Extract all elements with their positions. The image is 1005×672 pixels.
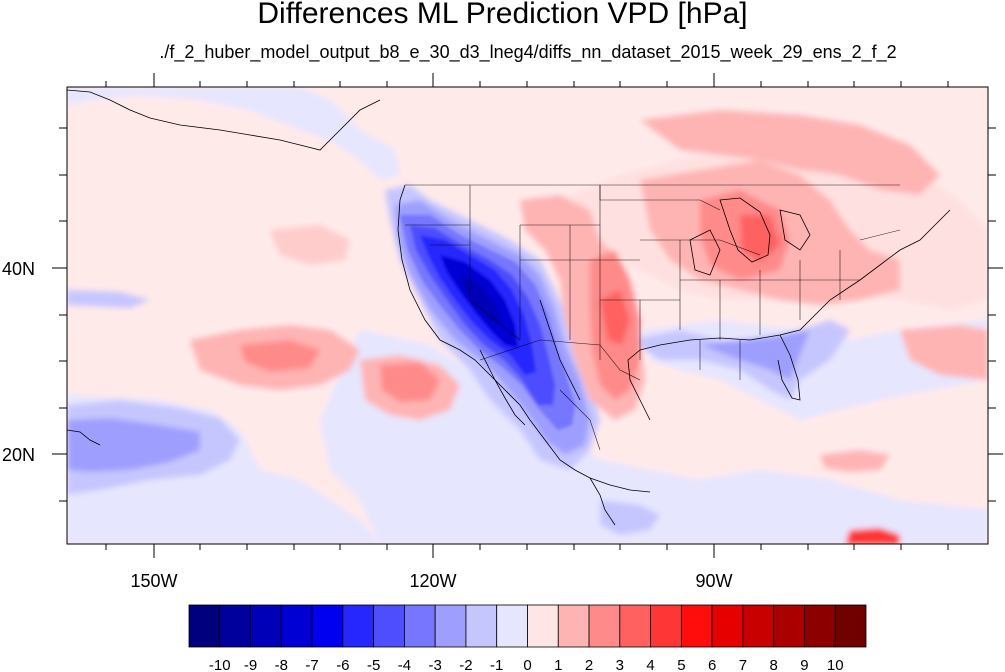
colorbar-swatch [742, 604, 775, 648]
colorbar-label: 10 [827, 657, 844, 672]
colorbar-label: -1 [490, 657, 503, 672]
colorbar-label: -6 [336, 657, 349, 672]
colorbar-swatch [280, 604, 313, 648]
colorbar-swatch [557, 604, 590, 648]
colorbar-swatch [804, 604, 836, 648]
map-title: Differences ML Prediction VPD [hPa] [257, 0, 748, 30]
lon-label-120w: 120W [409, 571, 456, 591]
lon-label-90w: 90W [695, 571, 732, 591]
lat-label-20n: 20N [2, 445, 35, 465]
colorbar-label: 6 [708, 657, 716, 672]
colorbar-swatch [219, 604, 251, 648]
colorbar-label: -2 [459, 657, 472, 672]
colorbar-label: 2 [585, 657, 593, 672]
colorbar-swatch [711, 604, 744, 648]
colorbar-swatch [404, 604, 436, 648]
coastlines [67, 89, 951, 526]
colorbar-swatch [373, 604, 405, 648]
lat-label-40n: 40N [2, 259, 35, 279]
colorbar-swatch [250, 604, 282, 648]
colorbar-swatch [342, 604, 375, 648]
colorbar-swatch [619, 604, 651, 648]
colorbar-label: -7 [305, 657, 318, 672]
longitude-labels: 150W 120W 90W [130, 571, 732, 591]
colorbar-label: -4 [398, 657, 411, 672]
colorbar-label: 5 [677, 657, 685, 672]
political-borders [405, 184, 901, 451]
colorbar-label: 3 [616, 657, 624, 672]
colorbar-label: -8 [275, 657, 288, 672]
colorbar-swatch [527, 604, 559, 648]
colorbar-label: 7 [739, 657, 747, 672]
colorbar-swatch [188, 604, 221, 648]
colorbar-label: -3 [429, 657, 442, 672]
colorbar-label: -9 [244, 657, 257, 672]
colorbar-label: -10 [209, 657, 231, 672]
lon-label-150w: 150W [130, 571, 177, 591]
colorbar-swatch [434, 604, 467, 648]
colorbar-label: 1 [554, 657, 562, 672]
colorbar: -10 -9 -8 -7 -6 -5 -4 -3 -2 -1 0 1 2 3 4 5 6 7 8 9 10 [188, 604, 867, 672]
colorbar-swatch [311, 604, 344, 648]
map-subtitle: ./f_2_huber_model_output_b8_e_30_d3_lneg… [159, 42, 897, 62]
latitude-labels: 40N 20N [2, 259, 35, 465]
colorbar-swatch [496, 604, 528, 648]
colorbar-label: 9 [800, 657, 808, 672]
colorbar-label: 0 [523, 657, 531, 672]
colorbar-swatch [834, 604, 867, 648]
colorbar-swatch [588, 604, 621, 648]
colorbar-swatch [773, 604, 805, 648]
difference-field [67, 87, 988, 544]
strong-negative-blobs [400, 215, 575, 430]
colorbar-label: -5 [367, 657, 380, 672]
colorbar-label: 4 [646, 657, 654, 672]
colorbar-swatch [465, 604, 498, 648]
axis-ticks [52, 73, 1003, 558]
colorbar-swatch [680, 604, 713, 648]
colorbar-label: 8 [770, 657, 778, 672]
colorbar-swatch [650, 604, 682, 648]
